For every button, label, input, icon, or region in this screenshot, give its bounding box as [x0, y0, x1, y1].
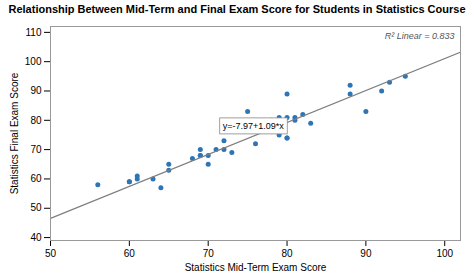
svg-text:R² Linear = 0.833: R² Linear = 0.833: [385, 31, 455, 41]
svg-text:40: 40: [30, 232, 42, 243]
svg-text:50: 50: [30, 203, 42, 214]
svg-text:Statistics Mid-Term Exam Score: Statistics Mid-Term Exam Score: [185, 262, 327, 273]
svg-text:110: 110: [26, 27, 42, 38]
svg-text:100: 100: [436, 248, 453, 259]
svg-text:70: 70: [30, 144, 42, 155]
svg-text:90: 90: [30, 85, 42, 96]
svg-text:90: 90: [360, 248, 372, 259]
svg-text:y=-7.97+1.09*x: y=-7.97+1.09*x: [223, 121, 285, 131]
svg-text:60: 60: [124, 248, 136, 259]
svg-text:70: 70: [203, 248, 215, 259]
svg-text:Statistics Final Exam Score: Statistics Final Exam Score: [9, 72, 20, 194]
svg-text:100: 100: [25, 56, 42, 67]
html-text:Relationship Between Mid-Term: Relationship Between Mid-Term and Final …: [8, 3, 466, 15]
svg-text:60: 60: [30, 173, 42, 184]
svg-text:80: 80: [30, 115, 42, 126]
svg-text:80: 80: [281, 248, 293, 259]
svg-text:50: 50: [45, 248, 57, 259]
